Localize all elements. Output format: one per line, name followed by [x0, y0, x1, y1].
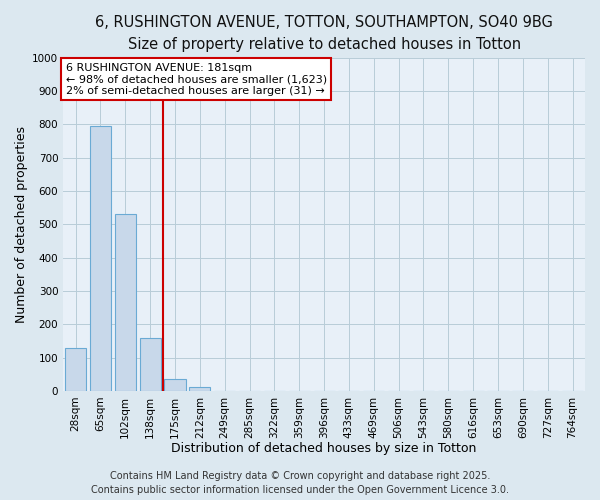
Bar [140, 338, 161, 391]
Title: 6, RUSHINGTON AVENUE, TOTTON, SOUTHAMPTON, SO40 9BG
Size of property relative to: 6, RUSHINGTON AVENUE, TOTTON, SOUTHAMPTO… [95, 15, 553, 52]
Y-axis label: Number of detached properties: Number of detached properties [15, 126, 28, 322]
Bar [115, 214, 136, 391]
Bar [65, 348, 86, 391]
Bar [90, 126, 111, 391]
Bar [189, 387, 211, 391]
Bar [164, 378, 185, 391]
Text: Contains HM Land Registry data © Crown copyright and database right 2025.
Contai: Contains HM Land Registry data © Crown c… [91, 471, 509, 495]
X-axis label: Distribution of detached houses by size in Totton: Distribution of detached houses by size … [172, 442, 477, 455]
Text: 6 RUSHINGTON AVENUE: 181sqm
← 98% of detached houses are smaller (1,623)
2% of s: 6 RUSHINGTON AVENUE: 181sqm ← 98% of det… [66, 62, 327, 96]
